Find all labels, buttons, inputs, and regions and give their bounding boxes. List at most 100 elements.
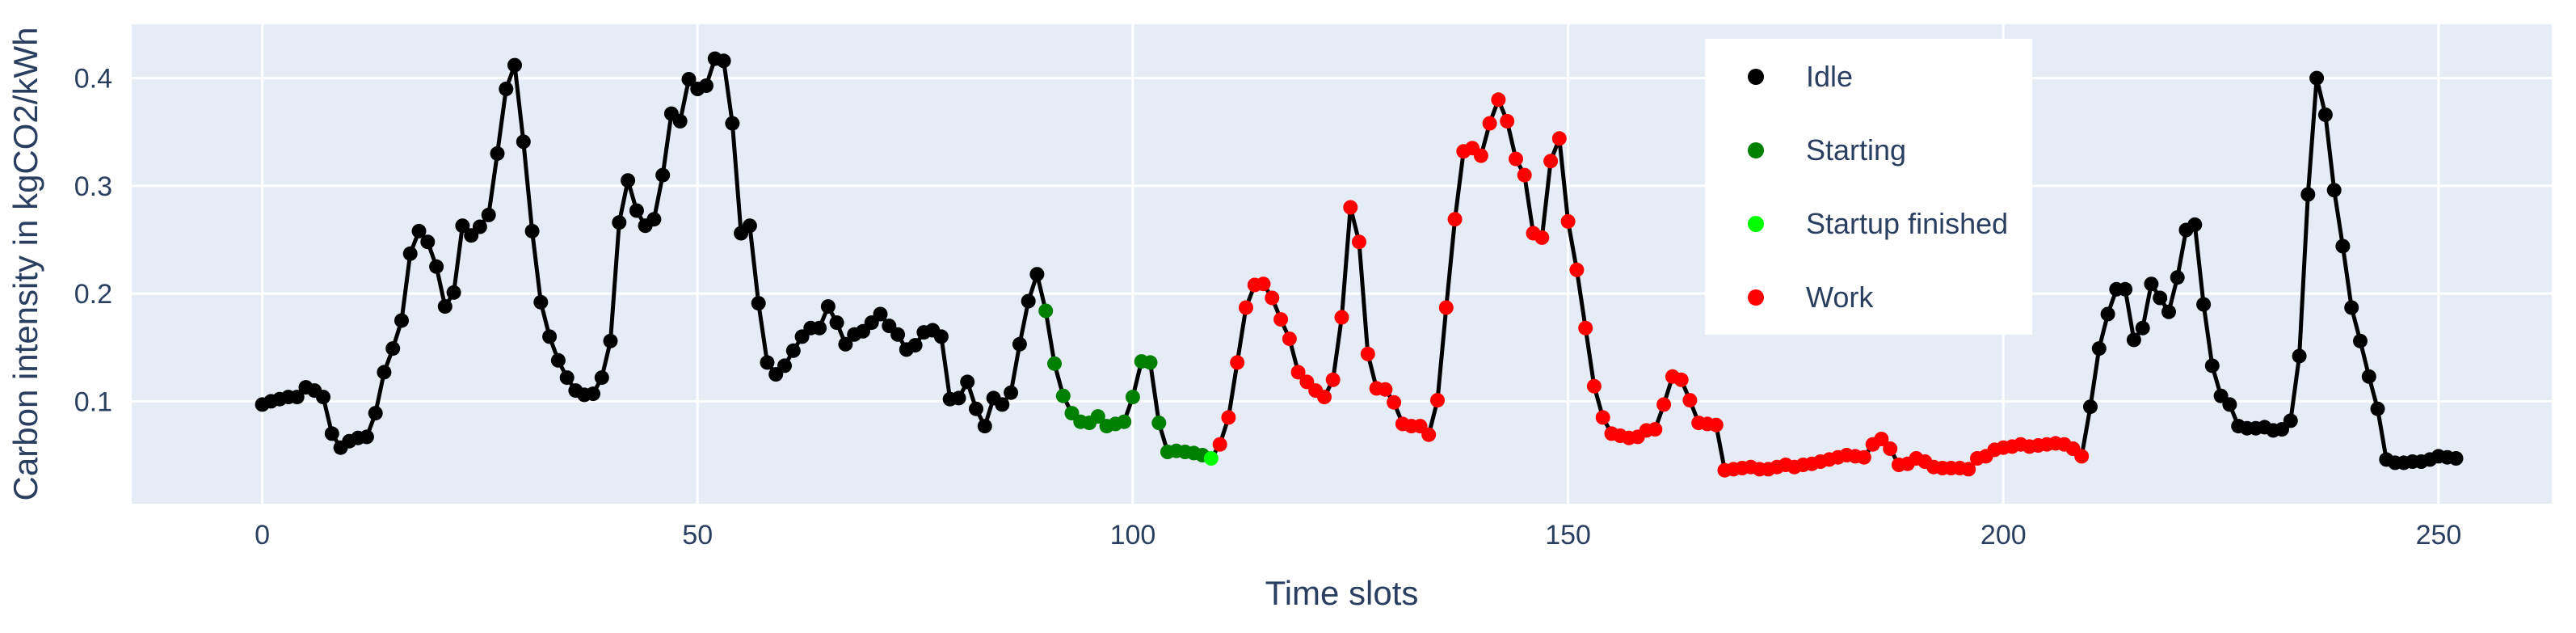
data-point-work — [1883, 441, 1898, 456]
data-point-idle — [2187, 217, 2203, 232]
data-point-work — [1282, 331, 1297, 347]
data-point-idle — [402, 246, 418, 261]
data-point-idle — [2335, 238, 2351, 254]
data-point-idle — [873, 306, 888, 322]
data-point-idle — [838, 336, 853, 352]
data-point-work — [1856, 449, 1871, 465]
data-point-work — [2074, 449, 2090, 464]
legend-label: Startup finished — [1806, 207, 2008, 240]
data-point-work — [1500, 113, 1515, 129]
data-point-idle — [951, 390, 966, 406]
data-point-work — [1961, 462, 1976, 477]
data-point-idle — [1029, 267, 1045, 282]
data-point-idle — [542, 329, 558, 344]
data-points — [255, 51, 2464, 478]
x-tick-label: 50 — [682, 520, 713, 551]
data-point-work — [1578, 320, 1593, 335]
data-point-idle — [368, 406, 383, 421]
data-point-idle — [2161, 304, 2176, 319]
data-point-idle — [995, 397, 1010, 412]
data-point-idle — [725, 116, 740, 131]
data-point-idle — [411, 223, 427, 238]
data-point-idle — [760, 355, 775, 370]
data-point-idle — [437, 299, 452, 314]
data-point-work — [1708, 417, 1724, 433]
data-point-idle — [2448, 451, 2464, 466]
data-point-idle — [2100, 306, 2115, 322]
data-point-work — [1317, 390, 1332, 405]
legend-label: Idle — [1806, 60, 1853, 93]
data-point-work — [1560, 213, 1576, 229]
legend-box — [1705, 39, 2032, 335]
data-point-idle — [2118, 281, 2133, 297]
data-point-idle — [785, 343, 801, 358]
data-point-work — [1491, 92, 1506, 108]
y-tick-labels: 0.1 0.2 0.3 0.4 — [74, 64, 112, 418]
data-point-idle — [907, 338, 923, 353]
x-tick-labels: 0 50 100 150 200 250 — [255, 520, 2461, 551]
data-point-idle — [507, 57, 522, 73]
data-point-idle — [969, 401, 983, 416]
legend-label: Starting — [1806, 133, 1906, 167]
data-point-idle — [829, 315, 844, 331]
data-point-idle — [429, 259, 444, 274]
data-point-idle — [2353, 333, 2368, 348]
data-point-idle — [933, 329, 949, 344]
data-point-work — [1273, 312, 1289, 327]
data-point-starting — [1055, 388, 1071, 403]
data-point-idle — [490, 146, 505, 161]
legend-label: Work — [1806, 281, 1874, 314]
data-point-work — [1543, 154, 1559, 169]
data-point-work — [1509, 151, 1523, 167]
data-point-work — [1438, 300, 1454, 315]
data-point-idle — [2292, 348, 2307, 364]
data-point-work — [1586, 378, 1602, 394]
data-point-idle — [586, 386, 600, 402]
data-point-work — [1239, 300, 1253, 315]
data-point-idle — [2204, 358, 2220, 373]
data-point-idle — [533, 294, 549, 310]
data-point-work — [1682, 393, 1698, 408]
data-point-work — [1673, 372, 1689, 387]
data-point-idle — [289, 390, 305, 405]
y-tick-label: 0.4 — [74, 64, 112, 95]
data-point-idle — [603, 333, 618, 348]
data-point-idle — [2317, 107, 2333, 122]
data-point-idle — [2196, 297, 2212, 312]
data-point-work — [1290, 365, 1306, 380]
data-point-idle — [960, 374, 975, 390]
data-point-idle — [472, 219, 487, 234]
data-point-idle — [377, 365, 392, 380]
data-point-work — [1551, 131, 1567, 146]
data-point-work — [1517, 167, 1532, 183]
data-point-work — [1265, 290, 1280, 306]
data-point-idle — [890, 327, 906, 342]
data-point-work — [1334, 310, 1349, 325]
data-point-idle — [481, 207, 496, 222]
data-point-work — [1387, 395, 1402, 410]
data-point-work — [1473, 148, 1488, 163]
data-point-work — [1648, 422, 1663, 437]
data-point-idle — [2135, 320, 2150, 335]
plot-background — [132, 24, 2552, 504]
data-point-idle — [681, 72, 697, 87]
x-tick-label: 200 — [1980, 520, 2027, 551]
data-point-idle — [1012, 336, 1027, 352]
data-point-starting — [1125, 390, 1140, 405]
data-point-starting — [1090, 409, 1105, 424]
data-point-idle — [1004, 385, 1019, 400]
data-point-idle — [2326, 183, 2342, 198]
y-tick-label: 0.3 — [74, 171, 112, 202]
data-point-work — [1430, 393, 1445, 408]
data-point-idle — [2283, 413, 2298, 428]
data-point-idle — [699, 78, 713, 93]
data-point-idle — [742, 218, 757, 234]
data-point-work — [1482, 116, 1497, 131]
data-point-work — [1534, 230, 1550, 245]
data-point-idle — [977, 419, 992, 434]
data-point-idle — [2083, 399, 2098, 415]
data-point-idle — [2222, 397, 2237, 412]
legend-marker — [1748, 289, 1764, 306]
data-point-work — [1595, 410, 1610, 425]
data-point-work — [1352, 234, 1366, 250]
